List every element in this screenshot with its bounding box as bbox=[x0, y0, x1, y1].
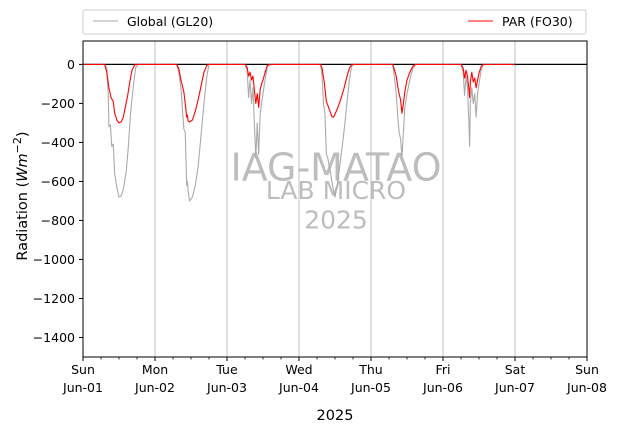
y-axis-title: Radiation (Wm−2) bbox=[11, 131, 31, 260]
y-tick-label: −1200 bbox=[33, 291, 75, 306]
grid bbox=[154, 41, 516, 357]
series-line-par bbox=[83, 63, 515, 124]
watermark: IAG-MATAO LAB MICRO 2025 bbox=[230, 145, 441, 234]
series-layer bbox=[83, 63, 515, 202]
y-tick-label: −800 bbox=[41, 213, 75, 228]
watermark-line-3: 2025 bbox=[304, 205, 368, 234]
watermark-line-1: IAG-MATAO bbox=[230, 145, 441, 189]
x-axis-title: 2025 bbox=[317, 408, 354, 424]
y-tick-label: −400 bbox=[41, 135, 75, 150]
y-tick-label: −600 bbox=[41, 174, 75, 189]
y-axis: 0 −200 −400 −600 −800 −1000 −1200 −1400 bbox=[33, 57, 83, 345]
y-tick-label: −200 bbox=[41, 96, 75, 111]
x-tick-label-day: Thu bbox=[358, 362, 382, 377]
x-axis: Sun Jun-01 Mon Jun-02 Tue Jun-03 Wed Jun-04 Thu J… bbox=[62, 357, 607, 395]
x-tick-label-day: Sat bbox=[505, 362, 526, 377]
legend-label-par[interactable]: PAR (FO30) bbox=[502, 14, 573, 29]
x-tick-label-date: Jun-04 bbox=[278, 380, 319, 395]
x-tick-label-day: Sun bbox=[575, 362, 599, 377]
x-tick-label-date: Jun-01 bbox=[62, 380, 103, 395]
x-tick-label-date: Jun-03 bbox=[206, 380, 247, 395]
x-tick-label-date: Jun-08 bbox=[566, 380, 607, 395]
x-tick-label-date: Jun-07 bbox=[494, 380, 535, 395]
legend-label-global[interactable]: Global (GL20) bbox=[127, 14, 213, 29]
x-tick-label-day: Fri bbox=[436, 362, 451, 377]
x-tick-label-day: Tue bbox=[215, 362, 238, 377]
y-tick-label: −1000 bbox=[33, 252, 75, 267]
y-tick-label: −1400 bbox=[33, 330, 75, 345]
x-tick-label-day: Wed bbox=[285, 362, 312, 377]
legend: Global (GL20) PAR (FO30) bbox=[82, 9, 587, 35]
plot-area: IAG-MATAO LAB MICRO 2025 bbox=[82, 40, 588, 358]
x-tick-label-day: Sun bbox=[71, 362, 95, 377]
x-tick-label-date: Jun-02 bbox=[134, 380, 175, 395]
y-tick-label: 0 bbox=[67, 57, 75, 72]
x-tick-label-date: Jun-05 bbox=[350, 380, 391, 395]
legend-frame bbox=[82, 9, 587, 35]
x-tick-label-day: Mon bbox=[142, 362, 168, 377]
x-tick-label-date: Jun-06 bbox=[422, 380, 463, 395]
